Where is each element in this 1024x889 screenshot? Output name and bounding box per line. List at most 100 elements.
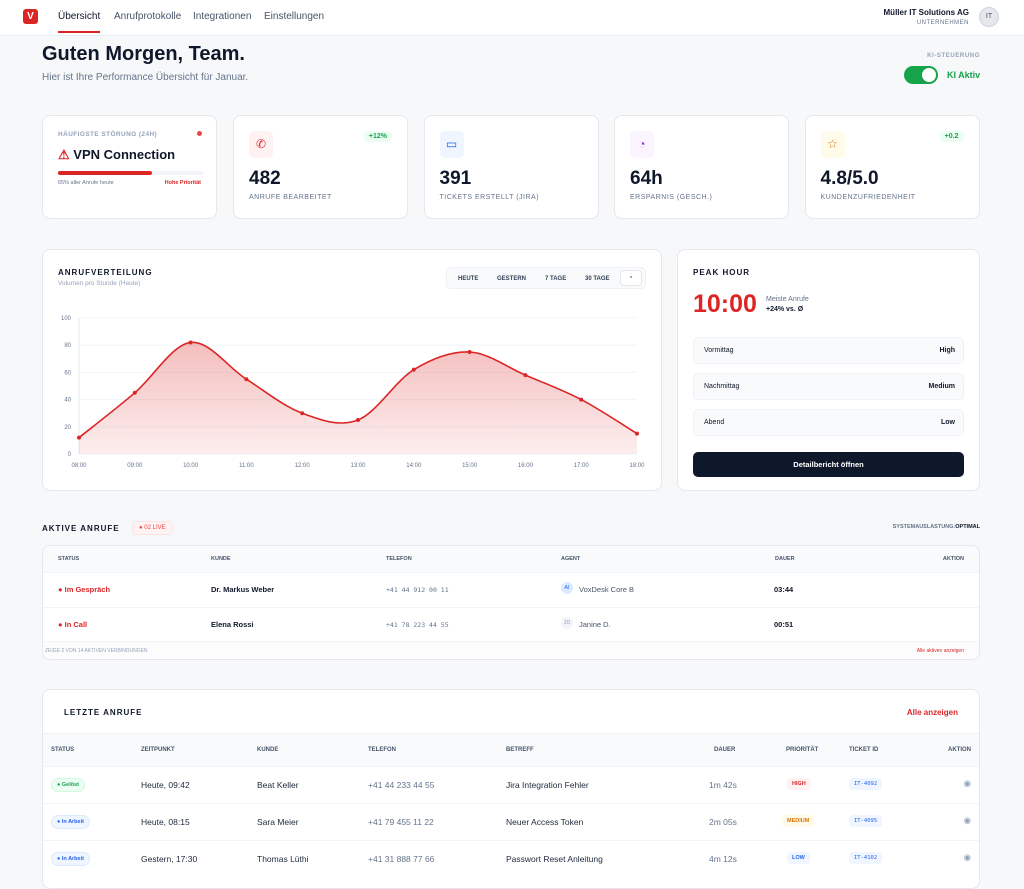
eye-icon[interactable]: ◉ (963, 852, 971, 862)
phone: +41 31 888 77 66 (368, 854, 435, 864)
x-tick-label: 17:00 (574, 463, 590, 469)
active-count-text: ZEIGE 2 VON 14 AKTIVEN VERBINDUNGEN (45, 648, 148, 654)
filter-7-days[interactable]: 7 TAGE (545, 276, 567, 282)
agent: VoxDesk Core B (579, 585, 635, 594)
col-agent: AGENT (561, 556, 581, 562)
period-value: Low (941, 419, 955, 426)
status-badge: ● In Arbeit (51, 815, 90, 829)
alert-dot (197, 131, 202, 136)
x-tick-label: 13:00 (350, 463, 366, 469)
y-tick-label: 100 (61, 316, 72, 322)
priority-badge: HIGH (787, 778, 811, 790)
eye-icon[interactable]: ◉ (963, 815, 971, 825)
peak-delta: +24% vs. Ø (766, 306, 804, 313)
period-evening: Abend Low (693, 409, 964, 436)
agent-avatar: AI (561, 582, 573, 594)
duration: 1m 42s (709, 780, 737, 790)
filter-today[interactable]: HEUTE (458, 276, 479, 282)
ticket-link[interactable]: IT-4092 (849, 778, 883, 790)
live-badge: ● 02 LIVE (132, 521, 173, 535)
active-calls-table: STATUS KUNDE TELEFON AGENT DAUER AKTION … (42, 545, 980, 660)
kpi-card: ✆ +12% 482 ANRUFE BEARBEITET (233, 115, 408, 219)
kpi-value: 4.8/5.0 (820, 168, 879, 189)
col-status: STATUS (58, 556, 80, 562)
eye-icon[interactable]: ◉ (963, 778, 971, 788)
nav-overview[interactable]: Übersicht (58, 11, 101, 33)
page-subtitle: Hier ist Ihre Performance Übersicht für … (42, 72, 249, 83)
filter-30-days[interactable]: 30 TAGE (585, 276, 610, 282)
customer: Sara Meier (257, 817, 299, 827)
period-label: Vormittag (704, 347, 734, 354)
system-load: SYSTEMAUSLASTUNG:OPTIMAL (893, 524, 980, 530)
status-badge: ● Gelöst (51, 778, 85, 792)
time: Heute, 08:15 (141, 817, 190, 827)
system-load-label: SYSTEMAUSLASTUNG: (892, 524, 956, 530)
data-point (77, 435, 81, 440)
phone: +41 44 233 44 55 (368, 780, 435, 790)
ticket-link[interactable]: IT-4102 (849, 852, 883, 864)
nav-settings[interactable]: Einstellungen (264, 11, 325, 22)
kpi-value: 482 (249, 168, 281, 189)
kpi-label: KUNDENZUFRIEDENHEIT (820, 194, 916, 201)
kpi-label: TICKETS ERSTELLT (JIRA) (439, 194, 540, 201)
call-distribution-panel: ANRUFVERTEILUNG Volumen pro Stunde (Heut… (42, 249, 662, 491)
col-header: PRIORITÄT (786, 747, 819, 753)
table-header: STATUS ZEITPUNKT KUNDE TELEFON BETREFF DAUER P… (43, 733, 979, 766)
table-row[interactable]: ● In Arbeit Heute, 08:15 Sara Meier +41 … (43, 803, 979, 840)
app-logo[interactable]: V (23, 9, 38, 24)
customer: Thomas Lüthi (257, 854, 309, 864)
x-tick-label: 12:00 (295, 463, 311, 469)
table-row[interactable]: ● Gelöst Heute, 09:42 Beat Keller +41 44… (43, 766, 979, 803)
x-tick-label: 10:00 (183, 463, 199, 469)
calendar-icon[interactable]: ▫ (620, 270, 642, 286)
nav-integrations[interactable]: Integrationen (193, 11, 252, 22)
call-status: ● In Call (58, 620, 88, 629)
open-report-button[interactable]: Detailbericht öffnen (693, 452, 964, 477)
phone-icon: ✆ (249, 131, 273, 158)
duration: 00:51 (774, 620, 794, 629)
subject: Jira Integration Fehler (506, 780, 589, 790)
period-label: Nachmittag (704, 383, 740, 390)
avatar[interactable]: IT (979, 7, 999, 27)
chart-title: ANRUFVERTEILUNG (58, 268, 153, 277)
priority-badge: LOW (787, 852, 810, 864)
period-value: Medium (928, 383, 955, 390)
status-badge: ● In Arbeit (51, 852, 90, 866)
kpi-card: ☆ +0.2 4.8/5.0 KUNDENZUFRIEDENHEIT (804, 115, 980, 219)
period-value: High (939, 347, 955, 354)
period-afternoon: Nachmittag Medium (693, 373, 964, 400)
ki-toggle[interactable] (904, 66, 938, 84)
col-action: AKTION (942, 556, 964, 562)
status-text: In Arbeit (61, 819, 84, 825)
x-tick-label: 08:00 (71, 463, 87, 469)
ki-label: KI-STEUERUNG (927, 53, 980, 59)
nav-call-logs[interactable]: Anrufprotokolle (114, 11, 182, 22)
table-row[interactable]: ● In Arbeit Gestern, 17:30 Thomas Lüthi … (43, 840, 979, 877)
status-text: Im Gespräch (64, 585, 111, 594)
filter-yesterday[interactable]: GESTERN (497, 276, 527, 282)
data-point (635, 431, 639, 436)
customer: Beat Keller (257, 780, 299, 790)
warning-icon: ⚠ (58, 147, 70, 162)
org-info: Müller IT Solutions AG UNTERNEHMEN (884, 8, 969, 26)
table-row[interactable]: ● In Call Elena Rossi +41 78 223 44 55 J… (43, 607, 979, 642)
x-tick-label: 09:00 (127, 463, 143, 469)
status-text: In Call (64, 620, 88, 629)
show-all-active-link[interactable]: Alle aktiven anzeigen (916, 648, 964, 654)
period-label: Abend (704, 419, 725, 426)
phone: +41 78 223 44 55 (386, 621, 449, 629)
top-nav: V Übersicht Anrufprotokolle Integratione… (0, 0, 1024, 36)
time: Heute, 09:42 (141, 780, 190, 790)
col-header: TICKET ID (849, 747, 879, 753)
priority-badge: MEDIUM (782, 815, 815, 827)
ticket-link[interactable]: IT-4095 (849, 815, 883, 827)
col-header: AKTION (948, 747, 971, 753)
col-header: KUNDE (257, 747, 279, 753)
table-row[interactable]: ● Im Gespräch Dr. Markus Weber +41 44 91… (43, 572, 979, 607)
y-tick-label: 80 (64, 343, 71, 349)
ticket-icon: ▭ (439, 131, 464, 158)
show-all-recent-link[interactable]: Alle anzeigen (906, 708, 958, 717)
x-tick-label: 11:00 (239, 463, 254, 469)
star-icon: ☆ (820, 131, 845, 158)
x-tick-label: 18:00 (629, 463, 645, 469)
